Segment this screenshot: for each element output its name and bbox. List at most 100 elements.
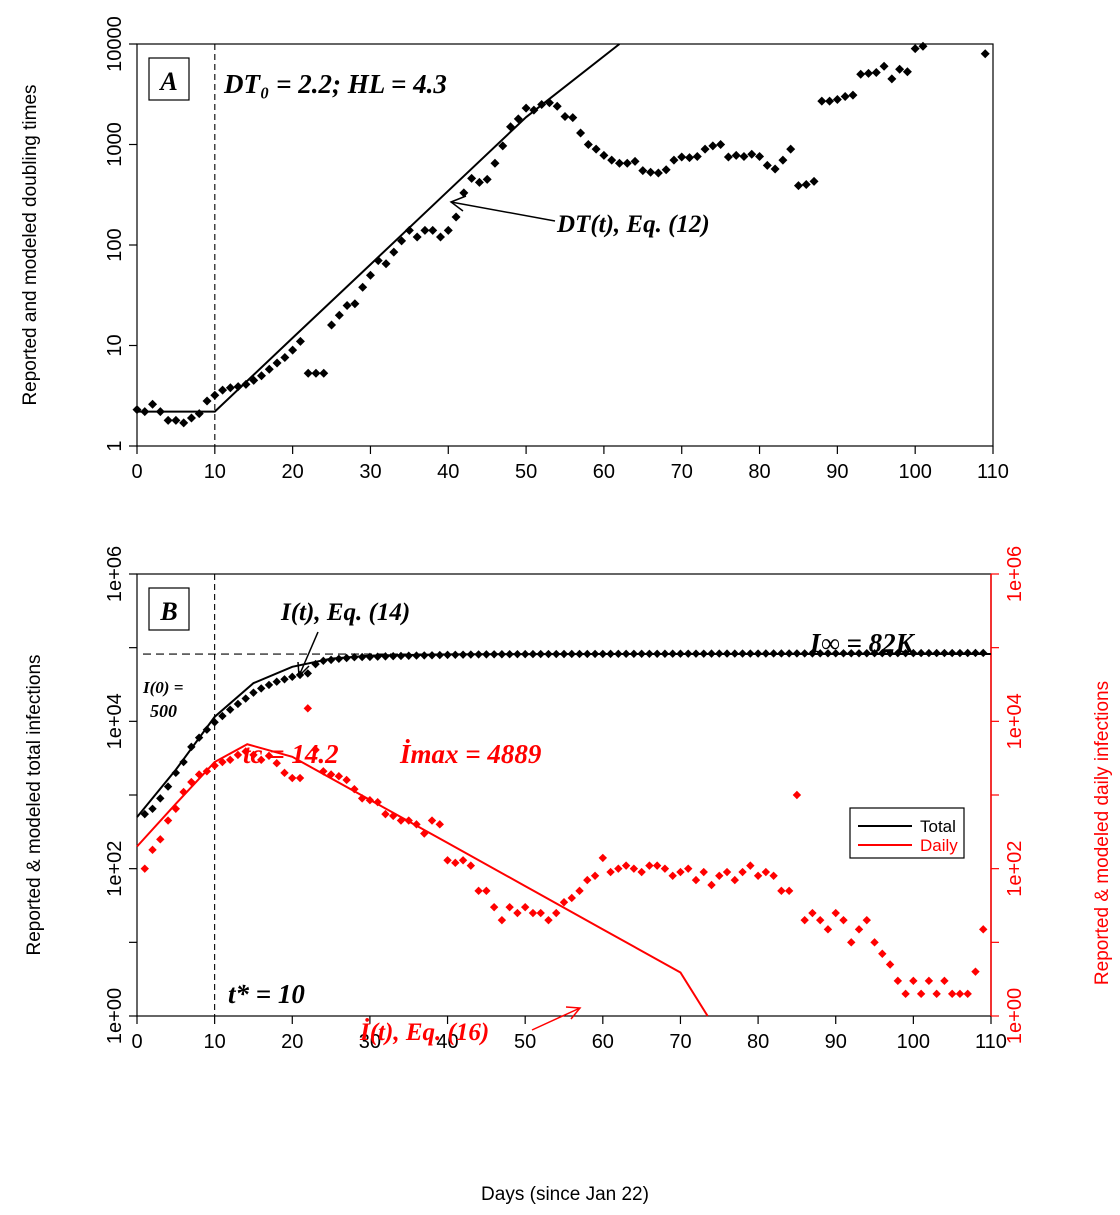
panel-b-x-tick-label: 0 <box>131 1031 142 1053</box>
panel-b-total-point <box>497 650 507 659</box>
panel-a-y-tick-label: 100 <box>104 228 126 261</box>
panel-a-reported-point <box>793 181 803 191</box>
panel-a-x-tick-label: 90 <box>826 461 848 483</box>
panel-b-total-point <box>412 651 421 660</box>
panel-b-daily-point <box>885 960 895 969</box>
panel-b-total-point <box>722 649 732 658</box>
panel-a-reported-point <box>397 236 407 246</box>
panel-b-total-point <box>691 649 701 658</box>
panel-a-reported-point <box>895 64 905 74</box>
panel-a-reported-point <box>871 68 881 78</box>
panel-b-total-point <box>202 725 212 734</box>
panel-b-daily-point <box>497 915 507 925</box>
panel-a-reported-point <box>241 379 251 389</box>
panel-b-daily-point <box>194 770 204 779</box>
panel-b-x-tick-label: 30 <box>359 1031 381 1053</box>
panel-b-daily-point <box>831 908 840 918</box>
panel-b-total-point <box>614 649 623 659</box>
panel-b-daily-point <box>171 804 181 813</box>
panel-a-reported-point <box>272 358 282 368</box>
panel-a-reported-point <box>677 152 687 162</box>
panel-a-reported-point <box>638 166 648 176</box>
panel-a-y-tick-label: 10000 <box>104 16 126 72</box>
panel-b-daily-point <box>458 856 468 865</box>
panel-b-total-point <box>280 675 289 684</box>
panel-a-reported-point <box>140 407 150 417</box>
panel-b-daily-point <box>520 902 530 912</box>
panel-b-tstar-label: t* = 10 <box>228 979 305 1009</box>
panel-b-total-point <box>272 677 281 686</box>
panel-b-daily-point <box>342 775 351 785</box>
panel-b-daily-point <box>629 864 639 873</box>
panel-b-daily-point <box>365 795 375 805</box>
panel-a-reported-point <box>669 155 679 165</box>
panel-b-total-point <box>559 649 569 659</box>
panel-b-daily-point <box>854 925 864 934</box>
panel-b-total-point <box>505 650 514 659</box>
panel-b-daily-point <box>528 908 538 918</box>
panel-b-daily-point <box>660 864 670 873</box>
panel-a-curve-pointer-head <box>449 195 467 212</box>
panel-b-tc-label: tc = 14.2 <box>243 739 339 769</box>
panel-b-total-point <box>179 757 188 767</box>
panel-a-x-tick-label: 60 <box>593 461 615 483</box>
panel-b-daily-point <box>916 989 926 999</box>
panel-b-daily-point <box>645 861 654 870</box>
panel-b-daily-point <box>451 858 460 868</box>
panel-a-reported-point <box>334 310 344 320</box>
legend-box <box>849 807 965 859</box>
panel-b-x-tick-label: 80 <box>747 1031 769 1053</box>
panel-b-daily-point <box>513 908 522 918</box>
panel-b-daily-point <box>148 845 157 855</box>
panel-b-daily-point <box>707 880 716 890</box>
panel-b-daily-point <box>257 755 266 765</box>
panel-b-total-point <box>932 648 941 658</box>
panel-b-total-point <box>482 650 491 659</box>
panel-a-reported-point <box>622 158 632 168</box>
panel-b-daily-point <box>621 861 631 870</box>
panel-b-daily-pointer <box>531 1007 581 1031</box>
panel-a-reported-point <box>186 413 196 423</box>
panel-a-reported-point <box>653 168 663 178</box>
panel-b-daily-point <box>163 816 173 825</box>
panel-a-reported-point <box>755 151 765 161</box>
panel-a-reported-point <box>840 92 850 102</box>
panel-b-daily-point <box>878 949 887 958</box>
panel-b-daily-point <box>357 794 367 803</box>
panel-b-total-point <box>707 649 716 658</box>
panel-b-daily-point <box>862 915 871 925</box>
panel-a-reported-point <box>552 101 562 111</box>
panel-a-reported-point <box>863 68 873 78</box>
panel-b-y-tick-label: 1e+06 <box>104 546 126 602</box>
panel-b-total-point <box>257 684 266 693</box>
panel-a-reported-point <box>327 320 337 330</box>
panel-b-daily-point <box>489 902 499 912</box>
panel-a-reported-point <box>249 375 259 385</box>
panel-b-total-point <box>684 649 693 658</box>
panel-b-total-point <box>598 649 608 659</box>
panel-a-reported-point <box>358 282 368 292</box>
panel-b-total-point <box>187 742 196 752</box>
panel-b-x-tick-label: 10 <box>204 1031 226 1053</box>
panel-b-daily-point <box>225 755 235 765</box>
panel-a-reported-point <box>163 415 173 425</box>
panel-b-total-point <box>715 649 724 658</box>
panel-a-reported-point <box>295 336 305 346</box>
panel-b-i0-value: 500 <box>150 701 177 721</box>
panel-b-daily-point <box>404 816 413 825</box>
panel-a-x-tick-label: 70 <box>671 461 693 483</box>
panel-b-daily-point <box>412 820 421 829</box>
panel-b-daily-point <box>583 875 592 885</box>
panel-b-daily-point <box>552 908 561 918</box>
panel-b-daily-point <box>559 898 569 907</box>
panel-a-reported-point <box>809 176 819 186</box>
panel-a-reported-point <box>918 41 928 51</box>
panel-b-inf-label: I∞ = 82K <box>809 628 916 658</box>
panel-b-total-point <box>443 650 452 660</box>
panel-a-y-tick-label: 1000 <box>104 122 126 167</box>
panel-b-daily-point <box>474 886 483 896</box>
panel-b-daily-point <box>924 976 934 986</box>
panel-b-total-point <box>800 649 809 658</box>
panel-b-total-point <box>435 650 444 660</box>
panel-b-total-point <box>264 680 274 690</box>
